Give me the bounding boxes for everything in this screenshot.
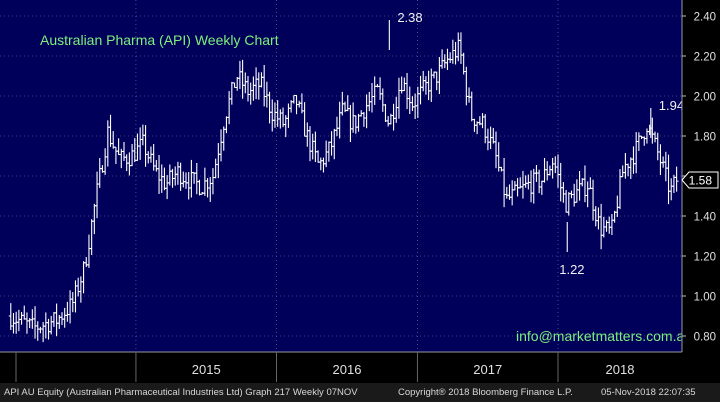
y-tick-label: 0.80 bbox=[694, 332, 716, 344]
x-tick-label: 2017 bbox=[473, 362, 502, 377]
footer-security-info: API AU Equity (Australian Pharmaceutical… bbox=[4, 387, 358, 398]
footer-timestamp: 05-Nov-2018 22:07:35 bbox=[601, 387, 696, 398]
ohlc-bars bbox=[8, 32, 679, 343]
footer-copyright: Copyright® 2018 Bloomberg Finance L.P. bbox=[398, 387, 573, 398]
y-tick-label: 2.00 bbox=[694, 92, 716, 104]
x-axis-panel bbox=[0, 352, 682, 383]
x-tick-label: 2018 bbox=[606, 362, 635, 377]
last-price-label: 1.58 bbox=[689, 174, 713, 188]
y-tick-label: 1.00 bbox=[694, 292, 716, 304]
footer-bar: API AU Equity (Australian Pharmaceutical… bbox=[0, 383, 720, 402]
y-tick-label: 1.20 bbox=[694, 252, 716, 264]
annotation-label: 1.22 bbox=[559, 262, 584, 277]
chart-title: Australian Pharma (API) Weekly Chart bbox=[40, 32, 279, 48]
price-annotations: 2.38 1.94 1.22 bbox=[388, 10, 684, 277]
y-tick-label: 2.40 bbox=[694, 12, 716, 24]
annotation-label: 2.38 bbox=[397, 10, 422, 25]
last-price-box bbox=[681, 171, 719, 189]
watermark: info@marketmatters.com.au bbox=[516, 328, 692, 344]
last-price-marker: 1.58 bbox=[681, 171, 719, 189]
annotation-label: 1.94 bbox=[659, 98, 684, 113]
x-axis: 2015 2016 2017 2018 bbox=[15, 352, 635, 382]
x-tick-label: 2015 bbox=[192, 362, 221, 377]
y-axis-panel bbox=[682, 0, 720, 383]
y-tick-label: 1.80 bbox=[694, 132, 716, 144]
y-tick-label: 1.40 bbox=[694, 212, 716, 224]
x-tick-label: 2016 bbox=[333, 362, 362, 377]
y-tick-label: 2.20 bbox=[694, 52, 716, 64]
